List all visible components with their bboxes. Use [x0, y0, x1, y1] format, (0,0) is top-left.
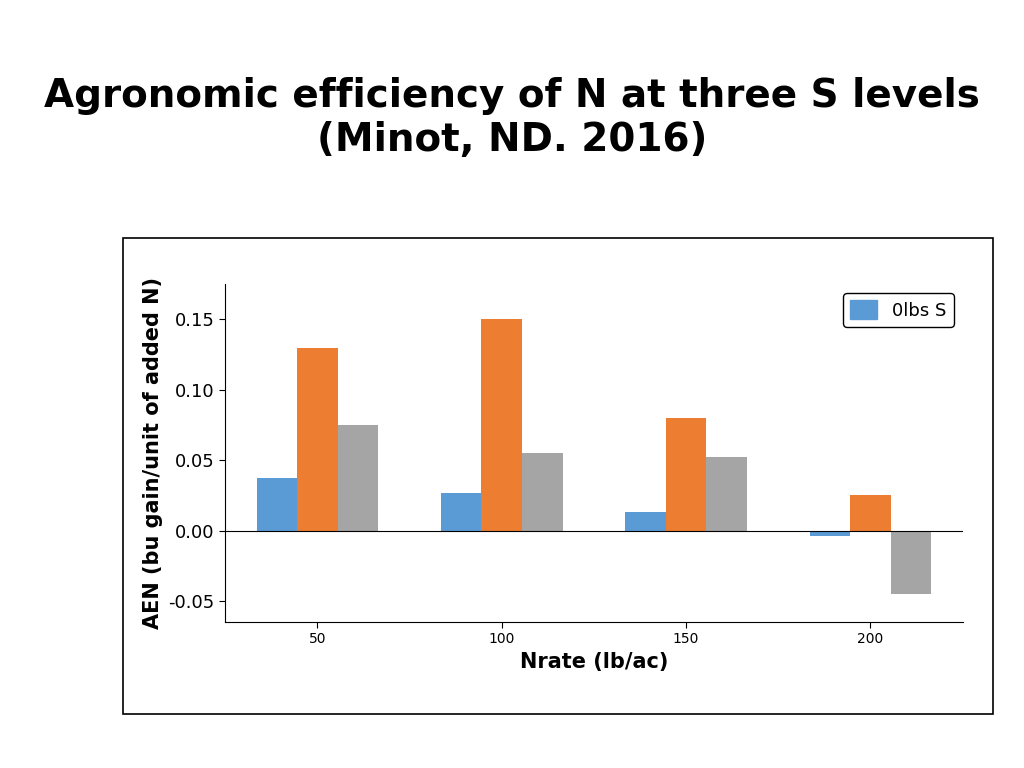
Bar — [666, 418, 707, 531]
Bar — [297, 347, 338, 531]
Text: Agronomic efficiency of N at three S levels
(Minot, ND. 2016): Agronomic efficiency of N at three S lev… — [44, 77, 980, 159]
Bar — [441, 492, 481, 531]
Y-axis label: AEN (bu gain/unit of added N): AEN (bu gain/unit of added N) — [143, 277, 163, 629]
Bar — [626, 512, 666, 531]
Bar — [850, 495, 891, 531]
X-axis label: Nrate (lb/ac): Nrate (lb/ac) — [520, 652, 668, 672]
Bar — [257, 478, 297, 531]
Bar — [891, 531, 931, 594]
Bar — [338, 425, 378, 531]
Bar — [810, 531, 850, 536]
Legend: 0lbs S: 0lbs S — [843, 293, 953, 327]
Bar — [707, 457, 746, 531]
Bar — [522, 453, 562, 531]
Bar — [481, 319, 522, 531]
